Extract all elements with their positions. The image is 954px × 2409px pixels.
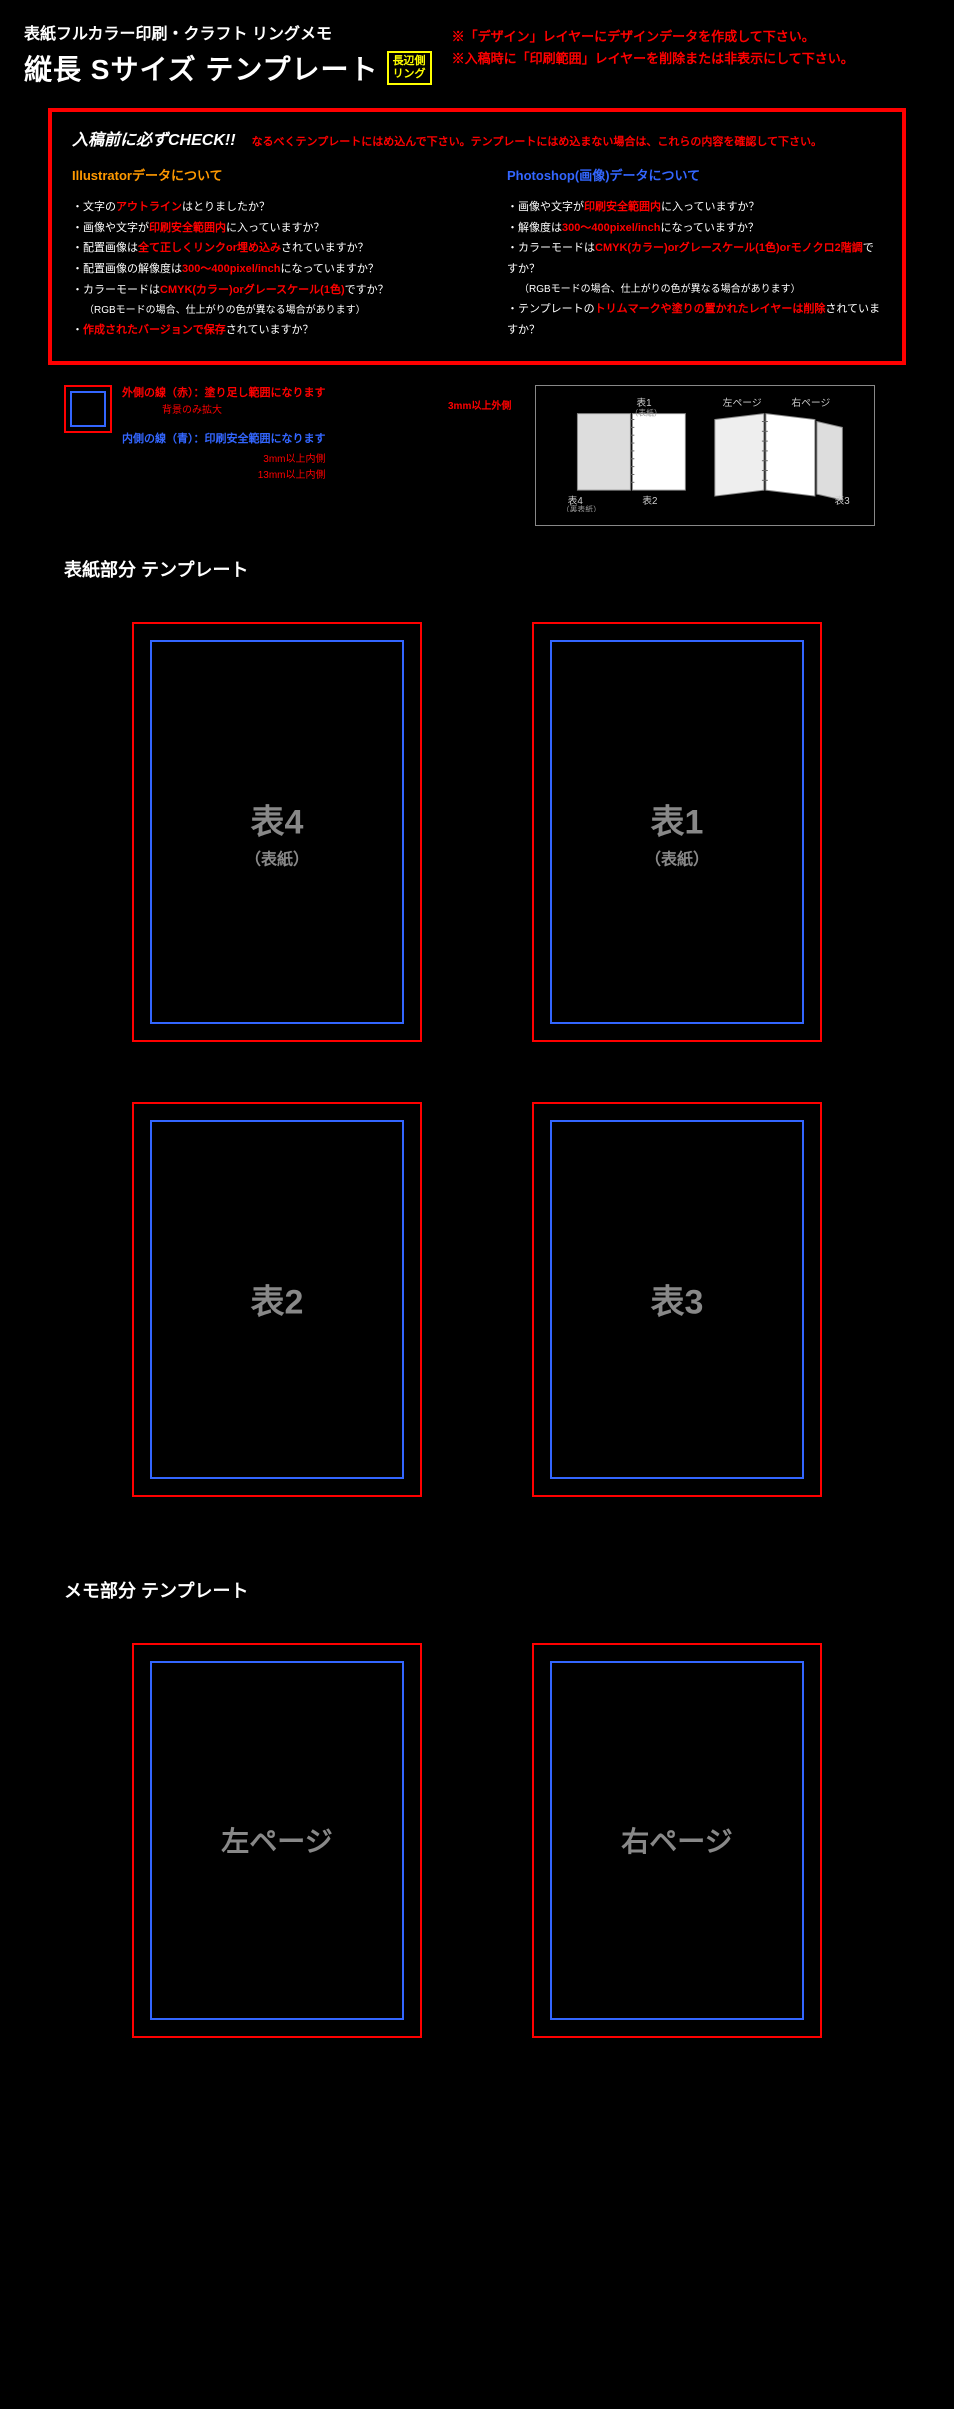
template-box-h1: 表1 （表紙）	[532, 622, 822, 1042]
check-title: 入稿前に必ずCHECK!!	[72, 126, 236, 150]
ps-item: ・カラーモードはCMYK(カラー)orグレースケール(1色)orモノクロ2階調で…	[507, 238, 882, 280]
sample-inner-line	[70, 391, 106, 427]
ai-item: ・作成されたバージョンで保存されていますか？	[72, 320, 447, 341]
legend-red: 外側の線（赤）：塗り足し範囲になります	[122, 385, 326, 403]
ps-note: （RGBモードの場合、仕上がりの色が異なる場合があります）	[507, 280, 882, 299]
diagram-svg: 表1 （表紙） 表4 （裏表紙） 表2 左ページ 右ページ 表3	[548, 394, 862, 512]
header-left: 表紙フルカラー印刷・クラフト リングメモ 縦長 Sサイズ テンプレート 長辺側 …	[24, 20, 432, 88]
template-label: 右ページ	[621, 1820, 732, 1860]
template-label: 表2	[251, 1275, 304, 1324]
template-box-h3: 表3	[532, 1102, 822, 1497]
ai-note: （RGBモードの場合、仕上がりの色が異なる場合があります）	[72, 301, 447, 320]
template-box-right: 右ページ	[532, 1643, 822, 2038]
diagram-h3: 表3	[835, 494, 851, 507]
legend-left: 外側の線（赤）：塗り足し範囲になります 背景のみ拡大 内側の線（青）：印刷安全範…	[64, 385, 424, 484]
ai-item: ・カラーモードはCMYK(カラー)orグレースケール(1色)ですか？	[72, 280, 447, 301]
template-label: 表3	[651, 1275, 704, 1324]
header-title-row: 縦長 Sサイズ テンプレート 長辺側 リング	[24, 48, 432, 88]
illustrator-column: Illustratorデータについて ・文字のアウトラインはとりましたか？ ・画…	[72, 164, 447, 341]
ai-title: Illustratorデータについて	[72, 164, 447, 189]
ai-item: ・配置画像の解像度は300〜400pixel/inchになっていますか？	[72, 259, 447, 280]
template-box-h2: 表2	[132, 1102, 422, 1497]
ai-item: ・画像や文字が印刷安全範囲内に入っていますか？	[72, 218, 447, 239]
badge-line2: リング	[393, 68, 426, 81]
header-badge: 長辺側 リング	[387, 51, 432, 85]
ps-item: ・テンプレートのトリムマークや塗りの置かれたレイヤーは削除されていますか？	[507, 299, 882, 341]
cover-template-grid: 表4 （表紙） 表1 （表紙） 表2 表3	[24, 622, 930, 1557]
warning-1: ※「デザイン」レイヤーにデザインデータを作成して下さい。	[452, 26, 930, 48]
cover-section-title: 表紙部分 テンプレート	[64, 556, 930, 582]
photoshop-column: Photoshop(画像)データについて ・画像や文字が印刷安全範囲内に入ってい…	[507, 164, 882, 341]
header-warnings: ※「デザイン」レイヤーにデザインデータを作成して下さい。 ※入稿時に「印刷範囲」…	[452, 20, 930, 70]
sample-box	[64, 385, 112, 433]
ps-item: ・解像度は300〜400pixel/inchになっていますか？	[507, 218, 882, 239]
template-label: 表4 （表紙）	[245, 794, 309, 869]
legend-red-sm: 背景のみ拡大	[122, 403, 326, 419]
ps-title: Photoshop(画像)データについて	[507, 164, 882, 189]
memo-template-grid: 左ページ 右ページ	[24, 1643, 930, 2098]
ps-item: ・画像や文字が印刷安全範囲内に入っていますか？	[507, 197, 882, 218]
legend-blue: 内側の線（青）：印刷安全範囲になります	[122, 431, 326, 449]
template-box-left: 左ページ	[132, 1643, 422, 2038]
check-header: 入稿前に必ずCHECK!! なるべくテンプレートにはめ込んで下さい。テンプレート…	[72, 126, 882, 150]
notebook-diagram: 表1 （表紙） 表4 （裏表紙） 表2 左ページ 右ページ 表3	[535, 385, 875, 526]
legend-note: 3mm以上内側 13mm以上内側	[122, 452, 326, 484]
ai-item: ・文字のアウトラインはとりましたか？	[72, 197, 447, 218]
ai-item: ・配置画像は全て正しくリンクor埋め込みされていますか？	[72, 238, 447, 259]
check-subtitle: なるべくテンプレートにはめ込んで下さい。テンプレートにはめ込まない場合は、これら…	[252, 133, 822, 149]
header: 表紙フルカラー印刷・クラフト リングメモ 縦長 Sサイズ テンプレート 長辺側 …	[24, 20, 930, 88]
header-title: 縦長 Sサイズ テンプレート	[24, 48, 379, 88]
diagram-left: 左ページ	[723, 396, 762, 409]
diagram-h1s: （表紙）	[631, 408, 662, 418]
legend-row: 外側の線（赤）：塗り足し範囲になります 背景のみ拡大 内側の線（青）：印刷安全範…	[64, 385, 906, 526]
diagram-h4s: （裏表紙）	[562, 504, 601, 512]
template-label: 左ページ	[221, 1820, 332, 1860]
check-box: 入稿前に必ずCHECK!! なるべくテンプレートにはめ込んで下さい。テンプレート…	[48, 108, 906, 365]
badge-line1: 長辺側	[393, 55, 426, 68]
template-label: 表1 （表紙）	[645, 794, 709, 869]
legend-mid: 3mm以上外側	[448, 385, 511, 412]
diagram-h1: 表1	[637, 396, 652, 409]
memo-section-title: メモ部分 テンプレート	[64, 1577, 930, 1603]
check-columns: Illustratorデータについて ・文字のアウトラインはとりましたか？ ・画…	[72, 164, 882, 341]
legend-text: 外側の線（赤）：塗り足し範囲になります 背景のみ拡大 内側の線（青）：印刷安全範…	[122, 385, 326, 484]
header-subtitle: 表紙フルカラー印刷・クラフト リングメモ	[24, 20, 432, 44]
template-box-h4: 表4 （表紙）	[132, 622, 422, 1042]
diagram-h2: 表2	[643, 494, 658, 507]
diagram-right: 右ページ	[792, 396, 831, 409]
warning-2: ※入稿時に「印刷範囲」レイヤーを削除または非表示にして下さい。	[452, 48, 930, 70]
